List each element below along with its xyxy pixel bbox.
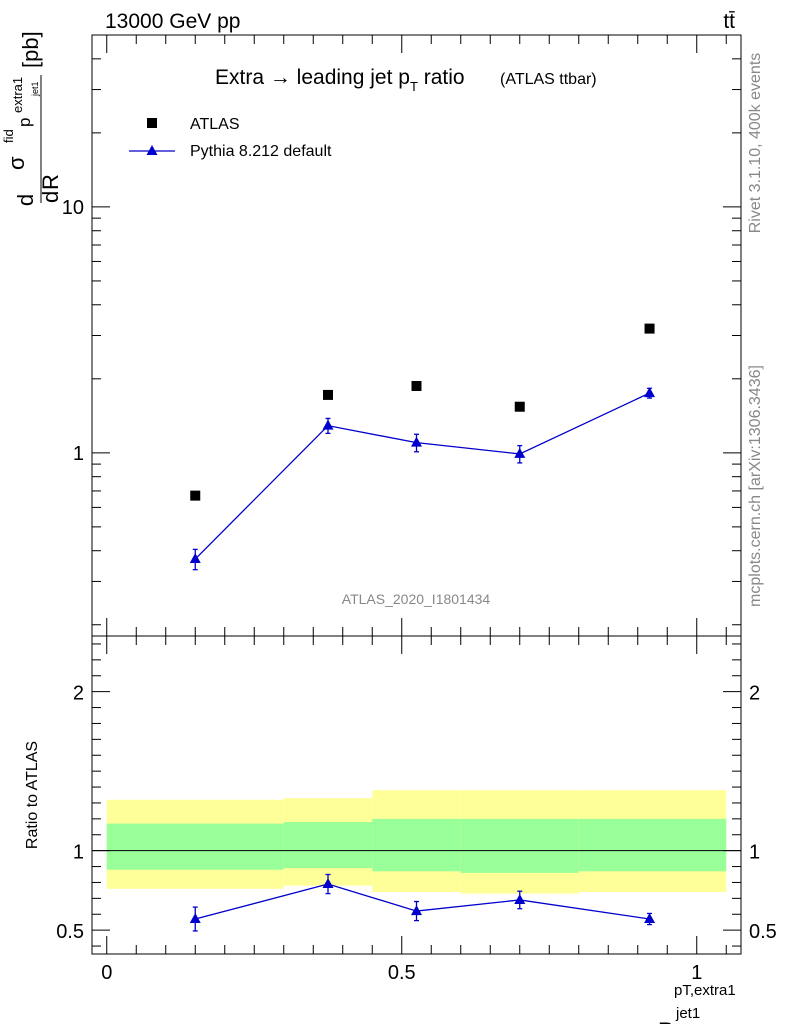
atlas-point bbox=[411, 380, 422, 391]
title-note: (ATLAS ttbar) bbox=[500, 71, 597, 88]
ylabel-jet1: jet1 bbox=[30, 81, 40, 97]
ratio-band-inner bbox=[578, 818, 727, 872]
x-tick-label: 0 bbox=[101, 962, 112, 984]
source-label: mcplots.cern.ch [arXiv:1306.3436] bbox=[747, 365, 764, 607]
ratio-axis-ticks: 0.5 0.5 1 1 2 2 0 0.5 1 bbox=[56, 636, 777, 984]
ylabel-d-sigma: σ bbox=[4, 156, 29, 170]
plot-title: Extra → leading jet pT ratio (ATLAS ttba… bbox=[215, 66, 597, 94]
analysis-label: ATLAS_2020_I1801434 bbox=[342, 591, 491, 607]
ylabel-d-numerator: d bbox=[13, 194, 38, 206]
title-main: Extra → leading jet p bbox=[215, 66, 410, 89]
xlabel-superscript: pT,extra1 bbox=[674, 982, 736, 999]
ratio-y-tick-label-right: 1 bbox=[749, 842, 760, 864]
ratio-data-layer bbox=[189, 873, 656, 932]
ratio-y-tick-label-left: 1 bbox=[73, 842, 84, 864]
main-axis-ticks: 1 10 bbox=[62, 34, 741, 636]
ratio-pythia-point bbox=[514, 893, 526, 904]
pythia-line bbox=[194, 392, 650, 560]
x-axis-label: R pT,extra1 jet1 bbox=[658, 982, 736, 1024]
ratio-y-tick-label-right: 0.5 bbox=[749, 921, 777, 943]
legend-marker-pythia bbox=[146, 145, 158, 155]
pythia-point bbox=[189, 553, 201, 564]
svg-text:Extra → leading jet pT ratio: Extra → leading jet pT ratio bbox=[215, 66, 465, 94]
x-tick-label: 0.5 bbox=[388, 962, 416, 984]
ylabel-d-denominator: d bbox=[38, 191, 63, 203]
x-tick-label: 1 bbox=[691, 962, 702, 984]
ratio-band-inner bbox=[460, 818, 579, 873]
ratio-band-inner bbox=[283, 822, 373, 869]
ratio-y-tick-label-left: 0.5 bbox=[56, 921, 84, 943]
ylabel-extra1: extra1 bbox=[10, 77, 25, 113]
main-y-tick-label: 10 bbox=[62, 197, 84, 219]
ylabel-R: R bbox=[38, 174, 63, 190]
process-label: tt̄ bbox=[723, 10, 735, 33]
pythia-point bbox=[644, 387, 656, 398]
main-y-tick-label: 1 bbox=[73, 443, 84, 465]
ylabel-unit: [pb] bbox=[18, 31, 43, 68]
ylabel-fid: fid bbox=[1, 129, 16, 143]
ratio-band-inner bbox=[372, 818, 461, 872]
xlabel-main: R bbox=[658, 1018, 674, 1024]
legend-label-pythia: Pythia 8.212 default bbox=[190, 143, 332, 160]
main-data-layer bbox=[189, 323, 656, 571]
pythia-point bbox=[411, 436, 422, 447]
atlas-point bbox=[323, 389, 333, 400]
title-rest: ratio bbox=[418, 66, 465, 89]
title-subscript: T bbox=[410, 79, 418, 94]
legend: ATLAS Pythia 8.212 default bbox=[129, 116, 332, 160]
ratio-pythia-point bbox=[411, 905, 422, 916]
xlabel-subscript: jet1 bbox=[675, 1005, 700, 1022]
ratio-y-tick-label-right: 2 bbox=[749, 683, 760, 705]
atlas-point bbox=[514, 401, 525, 412]
main-y-axis-label: d σ fid p extra1 jet1 d R [pb] bbox=[1, 31, 63, 206]
atlas-point bbox=[190, 490, 201, 501]
ratio-panel-frame bbox=[91, 635, 742, 955]
legend-label-atlas: ATLAS bbox=[190, 116, 240, 133]
ratio-band-inner bbox=[106, 823, 284, 870]
legend-marker-atlas bbox=[147, 118, 157, 128]
atlas-point bbox=[644, 323, 655, 334]
energy-label: 13000 GeV pp bbox=[105, 10, 240, 33]
ratio-uncertainty-bands bbox=[92, 790, 741, 894]
ratio-y-tick-label-left: 2 bbox=[73, 683, 84, 705]
pythia-point bbox=[514, 447, 526, 458]
ratio-pythia-point bbox=[644, 913, 656, 924]
rivet-version-label: Rivet 3.1.10, 400k events bbox=[747, 53, 764, 234]
ratio-y-axis-label: Ratio to ATLAS bbox=[24, 741, 41, 849]
ratio-pythia-point bbox=[322, 878, 334, 889]
ratio-pythia-point bbox=[189, 913, 201, 924]
pythia-point bbox=[322, 419, 334, 430]
ylabel-p: p bbox=[15, 118, 34, 127]
